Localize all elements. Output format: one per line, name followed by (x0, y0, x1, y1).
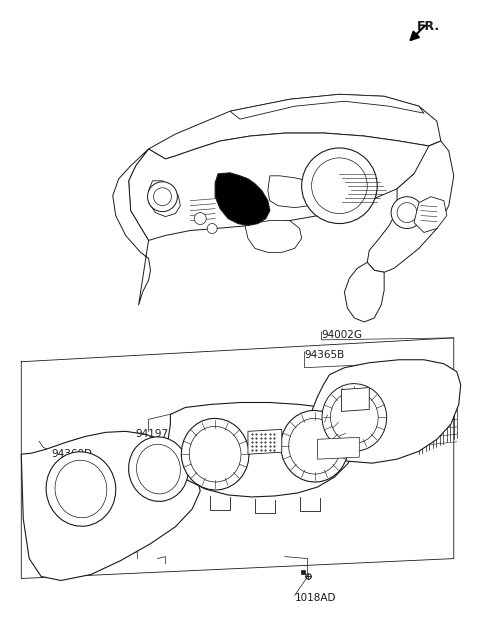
Ellipse shape (136, 444, 180, 494)
Text: 94360D: 94360D (51, 449, 92, 459)
Polygon shape (310, 360, 461, 463)
Polygon shape (248, 429, 282, 454)
Polygon shape (268, 176, 318, 208)
Ellipse shape (281, 410, 348, 482)
Circle shape (397, 203, 417, 223)
Polygon shape (148, 94, 441, 159)
Polygon shape (113, 149, 151, 305)
Text: 94197: 94197 (136, 429, 169, 439)
Ellipse shape (330, 392, 378, 443)
Circle shape (312, 158, 367, 213)
Ellipse shape (288, 418, 340, 474)
Polygon shape (129, 133, 441, 241)
Text: 94002G: 94002G (322, 330, 362, 340)
Ellipse shape (55, 460, 107, 518)
Polygon shape (245, 220, 301, 253)
Polygon shape (344, 262, 384, 322)
Polygon shape (148, 181, 180, 216)
Circle shape (154, 188, 171, 206)
Ellipse shape (322, 384, 387, 451)
Polygon shape (367, 141, 454, 272)
Circle shape (147, 182, 178, 211)
Ellipse shape (129, 437, 188, 501)
Ellipse shape (181, 418, 249, 490)
Text: 1018AD: 1018AD (295, 593, 336, 603)
Circle shape (301, 148, 377, 223)
Polygon shape (215, 173, 270, 225)
Polygon shape (21, 431, 200, 580)
Ellipse shape (189, 427, 241, 482)
Text: FR.: FR. (417, 20, 440, 33)
Circle shape (207, 223, 217, 234)
Polygon shape (341, 387, 369, 411)
Polygon shape (230, 94, 424, 119)
Polygon shape (414, 197, 447, 232)
Polygon shape (318, 437, 360, 459)
Polygon shape (168, 403, 361, 497)
Circle shape (391, 197, 423, 229)
Ellipse shape (46, 452, 116, 526)
Text: 94365B: 94365B (305, 350, 345, 360)
Circle shape (194, 213, 206, 225)
